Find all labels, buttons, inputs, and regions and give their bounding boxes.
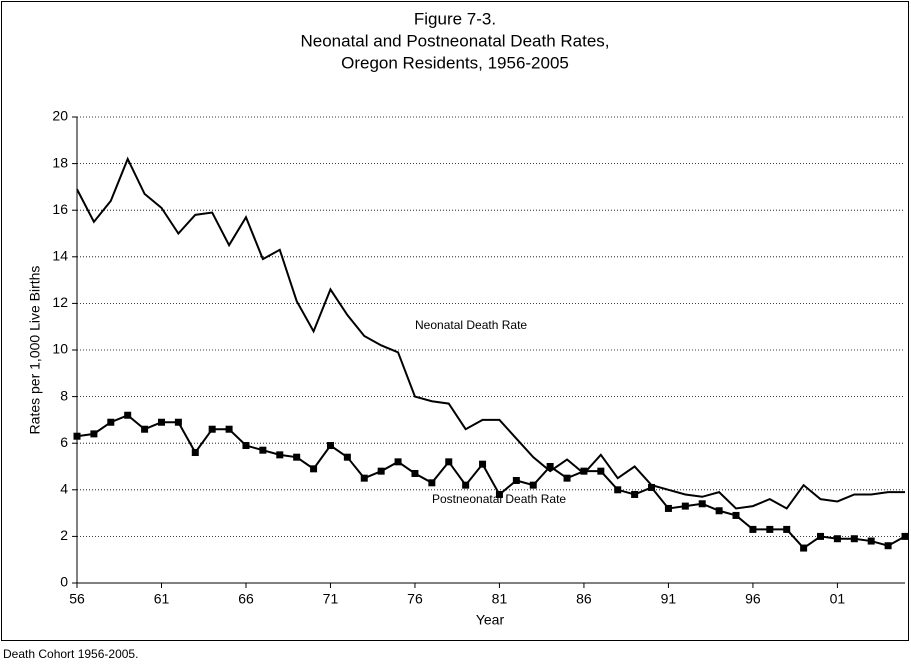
y-tick-label: 0 [60,574,68,590]
point-marker [326,442,334,450]
x-tick-label: 96 [745,591,761,607]
point-marker [766,525,774,533]
point-marker [462,481,470,489]
series-line [76,156,905,510]
point-marker [664,504,672,512]
point-marker [107,418,115,426]
point-marker [512,476,520,484]
point-marker [73,432,81,440]
y-tick-label: 2 [60,527,68,543]
x-tick-label: 01 [830,591,846,607]
series-label: Neonatal Death Rate [415,318,527,332]
point-marker [208,425,216,433]
point-marker [850,535,858,543]
point-marker [867,537,875,545]
point-marker [580,467,588,475]
x-axis-label: Year [476,612,505,628]
x-tick-label: 91 [661,591,677,607]
y-tick-label: 8 [60,387,68,403]
y-tick-label: 4 [60,481,68,497]
y-tick-label: 18 [52,154,68,170]
x-tick-label: 81 [492,591,508,607]
point-marker [715,507,723,515]
point-marker [479,460,487,468]
point-marker [191,449,199,457]
point-marker [428,479,436,487]
point-marker [563,474,571,482]
point-marker [817,532,825,540]
point-marker [276,451,284,459]
point-marker [310,465,318,473]
footnote: Death Cohort 1956-2005. [3,647,138,661]
point-marker [495,490,503,498]
point-marker [631,490,639,498]
x-tick-label: 76 [407,591,423,607]
point-marker [833,535,841,543]
x-tick-label: 86 [576,591,592,607]
point-marker [411,469,419,477]
point-marker [90,430,98,438]
point-marker [681,502,689,510]
series-label: Postneonatal Death Rate [432,492,566,506]
point-marker [529,481,537,489]
point-marker [445,458,453,466]
point-marker [141,425,149,433]
y-axis-label: Rates per 1,000 Live Births [27,266,43,435]
point-marker [749,525,757,533]
chart-title: Oregon Residents, 1956-2005 [341,53,569,72]
point-marker [614,486,622,494]
point-marker [259,446,267,454]
point-marker [597,467,605,475]
point-marker [648,483,656,491]
y-tick-label: 20 [52,108,68,124]
y-tick-label: 6 [60,434,68,450]
y-tick-label: 10 [52,341,68,357]
point-marker [901,532,909,540]
y-tick-label: 16 [52,201,68,217]
point-marker [546,463,554,470]
point-marker [783,525,791,533]
y-tick-label: 14 [52,248,68,264]
point-marker [242,442,250,450]
point-marker [394,458,402,466]
point-marker [698,500,706,508]
chart-frame [1,1,909,641]
point-marker [884,542,892,550]
point-marker [225,425,233,433]
chart-title: Figure 7-3. [414,9,496,28]
point-marker [377,467,385,475]
point-marker [157,418,165,426]
x-tick-label: 66 [238,591,254,607]
x-tick-label: 71 [323,591,339,607]
point-marker [293,453,301,461]
point-marker [732,511,740,519]
point-marker [800,544,808,552]
x-tick-label: 61 [154,591,170,607]
point-marker [360,474,368,482]
point-marker [343,453,351,461]
chart-title: Neonatal and Postneonatal Death Rates, [300,31,609,50]
y-tick-label: 12 [52,294,68,310]
point-marker [124,411,132,419]
x-tick-label: 56 [69,591,85,607]
point-marker [174,418,182,426]
